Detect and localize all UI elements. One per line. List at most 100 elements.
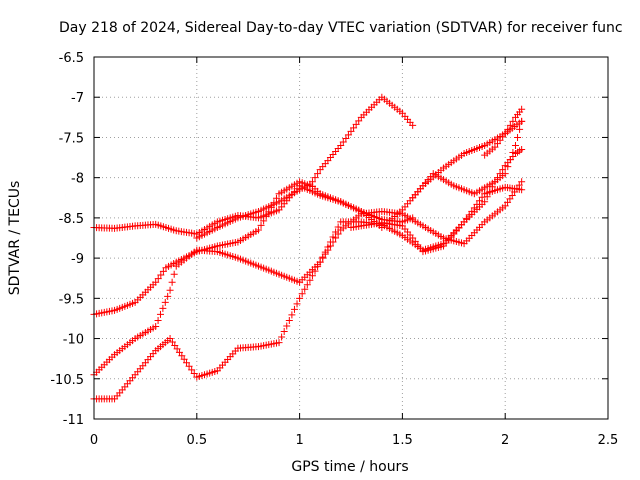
data-point (501, 170, 509, 178)
data-point (504, 125, 512, 133)
y-tick-label: -7 (71, 91, 84, 106)
data-point (257, 221, 265, 229)
series-satellite-5 (193, 117, 526, 242)
data-point (164, 292, 172, 300)
data-point (152, 322, 160, 330)
series-satellite-6 (347, 146, 526, 256)
data-point (168, 278, 176, 286)
data-point (501, 129, 509, 137)
data-point (185, 362, 193, 370)
x-tick-label: 0 (90, 433, 98, 448)
plot-frame (93, 56, 609, 420)
data-point (342, 134, 350, 142)
data-point (319, 253, 327, 261)
data-point (518, 105, 526, 113)
data-point (311, 267, 319, 275)
y-tick-label: -8.5 (59, 212, 84, 227)
y-tick-label: -10 (63, 333, 84, 348)
data-point (311, 174, 319, 182)
data-point (156, 310, 164, 318)
data-point (339, 138, 347, 146)
data-point (514, 133, 522, 141)
data-point (344, 131, 352, 139)
data-point (499, 166, 507, 174)
data-point (290, 305, 298, 313)
data-point (314, 170, 322, 178)
data-point (316, 258, 324, 266)
data-point (337, 141, 345, 149)
data-point (278, 333, 286, 341)
data-point (324, 243, 332, 251)
data-point (152, 278, 160, 286)
data-point (296, 294, 304, 302)
y-tick-label: -9 (71, 252, 84, 267)
data-point (481, 198, 489, 206)
axes (93, 56, 609, 420)
x-tick-label: 1.5 (392, 433, 413, 448)
data-point (303, 281, 311, 289)
tick-labels: 0 0.5 1 1.5 2 2.5 -11 -10.5 -10 -9.5 -9 -8.5 -8 -7.5 -… (50, 51, 618, 448)
data-point (260, 217, 268, 225)
y-axis-title: SDTVAR / TECUs (7, 181, 23, 296)
data-point (352, 120, 360, 128)
data-point (326, 238, 334, 246)
y-tick-label: -7.5 (59, 131, 84, 146)
data-point (280, 328, 288, 336)
data-point (486, 188, 494, 196)
data-point (334, 223, 342, 231)
data-point (478, 193, 486, 201)
series-satellite-7 (409, 117, 526, 202)
data-point (509, 149, 517, 157)
y-tick-label: -9.5 (59, 292, 84, 307)
data-point (308, 272, 316, 280)
data-point (159, 267, 167, 275)
series-satellite-4 (90, 183, 526, 403)
data-point (321, 248, 329, 256)
data-point (301, 285, 309, 293)
grid (94, 57, 608, 419)
data-point (483, 193, 491, 201)
data-point (183, 359, 191, 367)
data-point (332, 228, 340, 236)
data-point (254, 226, 262, 234)
x-tick-label: 2.5 (598, 433, 619, 448)
data-points (90, 93, 526, 403)
data-point (188, 366, 196, 374)
data-point (170, 270, 178, 278)
data-point (350, 124, 358, 132)
data-point (511, 141, 519, 149)
data-point (288, 311, 296, 319)
data-point (347, 127, 355, 135)
data-point (154, 275, 162, 283)
y-tick-label: -6.5 (59, 51, 84, 66)
data-point (157, 271, 165, 279)
y-tick-label: -11 (63, 413, 84, 428)
data-point (504, 163, 512, 171)
data-point (190, 370, 198, 378)
series-satellite-2 (90, 93, 417, 318)
x-tick-label: 0.5 (186, 433, 207, 448)
data-point (476, 197, 483, 205)
x-tick-label: 2 (501, 433, 509, 448)
x-tick-label: 1 (295, 433, 303, 448)
data-point (506, 121, 514, 129)
chart-title: Day 218 of 2024, Sidereal Day-to-day VTE… (59, 20, 623, 36)
data-point (159, 304, 167, 312)
data-point (329, 233, 337, 241)
data-point (293, 300, 301, 308)
data-point (518, 186, 526, 194)
data-point (506, 156, 514, 164)
data-point (298, 290, 306, 298)
data-point (275, 339, 283, 347)
series-satellite-8 (481, 105, 526, 159)
data-point (509, 117, 517, 125)
data-point (166, 286, 174, 294)
data-point (161, 298, 169, 306)
data-point (154, 316, 162, 324)
data-point (306, 276, 314, 284)
data-point (518, 178, 526, 186)
data-point (518, 117, 526, 125)
data-point (314, 263, 322, 271)
y-tick-label: -10.5 (50, 373, 84, 388)
